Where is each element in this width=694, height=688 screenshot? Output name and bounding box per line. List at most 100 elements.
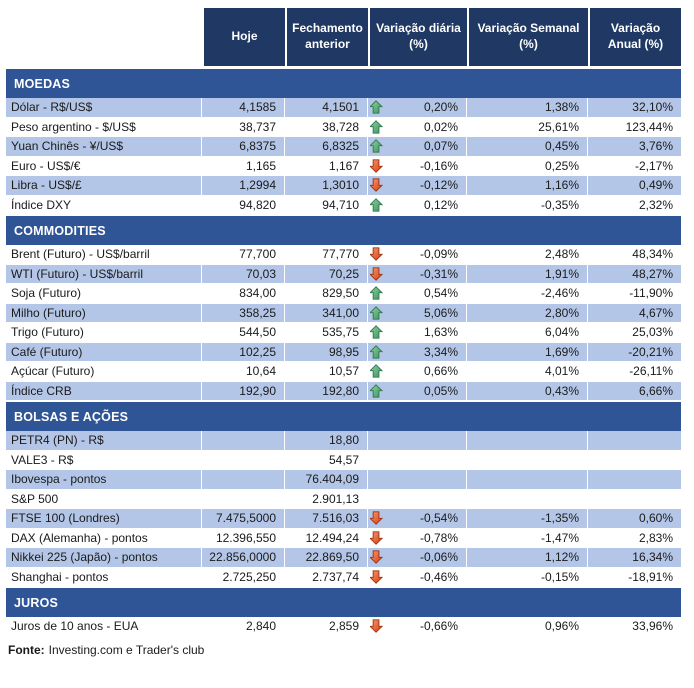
cell-fechamento-anterior-value: 535,75 <box>322 325 359 340</box>
cell-variacao-anual-value: 6,66% <box>638 383 673 398</box>
cell-hoje: 2.725,250 <box>202 567 285 586</box>
cell-variacao-diaria-value: -0,54% <box>419 511 458 526</box>
cell-variacao-diaria: -0,46% <box>368 567 467 586</box>
cell-variacao-diaria <box>368 470 467 489</box>
market-table: Hoje Fechamento anterior Variação diária… <box>6 8 681 657</box>
trend-down-icon <box>370 531 383 545</box>
cell-fechamento-anterior-value: 12.494,24 <box>305 530 359 545</box>
cell-label: Trigo (Futuro) <box>6 323 202 342</box>
table-row-nikkei-225-japao-pontos: Nikkei 225 (Japão) - pontos 22.856,0000 22… <box>6 548 681 568</box>
cell-hoje: 10,64 <box>202 362 285 381</box>
table-row-libra-us: Libra - US$/£ 1,2994 1,3010 -0,12% 1,16% 0,49… <box>6 176 681 196</box>
cell-variacao-semanal-value: 0,96% <box>544 619 579 634</box>
cell-fechamento-anterior-value: 7.516,03 <box>312 511 359 526</box>
cell-label: Soja (Futuro) <box>6 284 202 303</box>
cell-fechamento-anterior-value: 6,8325 <box>322 139 359 154</box>
cell-variacao-semanal-value: -1,35% <box>540 511 579 526</box>
table-row-soja-futuro: Soja (Futuro) 834,00 829,50 0,54% -2,46% -11,… <box>6 284 681 304</box>
cell-variacao-semanal-value: -2,46% <box>540 286 579 301</box>
trend-down-icon <box>370 570 383 584</box>
cell-variacao-anual <box>588 470 681 489</box>
cell-label: Shanghai - pontos <box>6 567 202 586</box>
cell-hoje-value: 22.856,0000 <box>209 550 276 565</box>
table-row-s-p-500: S&P 500 2.901,13 <box>6 489 681 509</box>
cell-hoje: 94,820 <box>202 195 285 214</box>
cell-variacao-anual: 48,34% <box>588 245 681 264</box>
table-row-milho-futuro: Milho (Futuro) 358,25 341,00 5,06% 2,80% 4,67… <box>6 303 681 323</box>
cell-hoje: 22.856,0000 <box>202 548 285 567</box>
cell-variacao-diaria-value: 0,12% <box>423 197 458 212</box>
cell-variacao-diaria-value: -0,16% <box>419 158 458 173</box>
cell-variacao-anual-value: 123,44% <box>625 119 673 134</box>
cell-variacao-diaria-value: -0,46% <box>419 569 458 584</box>
cell-fechamento-anterior-value: 2,859 <box>328 619 359 634</box>
cell-variacao-diaria: 5,06% <box>368 303 467 322</box>
cell-variacao-anual-value: 2,83% <box>638 530 673 545</box>
cell-variacao-diaria-value: -0,78% <box>419 530 458 545</box>
cell-variacao-anual <box>588 431 681 450</box>
cell-fechamento-anterior-value: 54,57 <box>328 452 359 467</box>
cell-label: PETR4 (PN) - R$ <box>6 431 202 450</box>
cell-variacao-semanal: 0,45% <box>467 137 588 156</box>
cell-hoje: 70,03 <box>202 264 285 283</box>
cell-variacao-semanal-value: 6,04% <box>544 325 579 340</box>
cell-fechamento-anterior: 98,95 <box>285 342 368 361</box>
cell-label: Peso argentino - $/US$ <box>6 117 202 136</box>
cell-variacao-semanal-value: 4,01% <box>544 364 579 379</box>
cell-variacao-diaria-value: -0,31% <box>419 266 458 281</box>
cell-variacao-anual: 4,67% <box>588 303 681 322</box>
cell-variacao-diaria-value: -0,06% <box>419 550 458 565</box>
cell-variacao-anual: 16,34% <box>588 548 681 567</box>
table-header: Hoje Fechamento anterior Variação diária… <box>6 8 681 66</box>
table-row-yuan-chines-us: Yuan Chinês - ¥/US$ 6,8375 6,8325 0,07% 0,45… <box>6 137 681 157</box>
trend-down-icon <box>370 247 383 262</box>
cell-fechamento-anterior-value: 94,710 <box>322 197 359 212</box>
cell-variacao-anual: -11,90% <box>588 284 681 303</box>
cell-label: Euro - US$/€ <box>6 156 202 175</box>
trend-down-icon <box>370 511 383 526</box>
cell-fechamento-anterior: 4,1501 <box>285 98 368 117</box>
cell-hoje: 6,8375 <box>202 137 285 156</box>
cell-label: Açúcar (Futuro) <box>6 362 202 381</box>
cell-variacao-anual: -26,11% <box>588 362 681 381</box>
cell-variacao-diaria: -0,54% <box>368 509 467 528</box>
trend-up-icon <box>370 305 383 320</box>
cell-variacao-diaria: 0,12% <box>368 195 467 214</box>
cell-fechamento-anterior: 22.869,50 <box>285 548 368 567</box>
cell-hoje: 102,25 <box>202 342 285 361</box>
cell-fechamento-anterior: 341,00 <box>285 303 368 322</box>
cell-hoje-value: 544,50 <box>239 325 276 340</box>
cell-variacao-diaria: -0,31% <box>368 264 467 283</box>
trend-down-icon <box>370 178 383 193</box>
cell-variacao-diaria: 0,66% <box>368 362 467 381</box>
cell-variacao-semanal: 0,96% <box>467 617 588 636</box>
cell-variacao-semanal: 0,43% <box>467 381 588 400</box>
cell-fechamento-anterior-value: 192,80 <box>322 383 359 398</box>
cell-variacao-diaria: 0,07% <box>368 137 467 156</box>
cell-hoje-value: 4,1585 <box>239 100 276 115</box>
cell-label: Ibovespa - pontos <box>6 470 202 489</box>
cell-variacao-anual-value: -2,17% <box>634 158 673 173</box>
cell-variacao-diaria: -0,66% <box>368 617 467 636</box>
cell-label-value: Açúcar (Futuro) <box>11 364 95 379</box>
trend-down-icon <box>370 550 383 565</box>
table-row-euro-us: Euro - US$/€ 1,165 1,167 -0,16% 0,25% -2,17% <box>6 156 681 176</box>
col-header-variacao-semanal: Variação Semanal (%) <box>467 8 588 66</box>
table-row-vale3-r: VALE3 - R$ 54,57 <box>6 450 681 470</box>
cell-variacao-anual-value: 0,60% <box>638 511 673 526</box>
cell-variacao-diaria-value: 0,07% <box>423 139 458 154</box>
cell-label-value: Libra - US$/£ <box>11 178 82 193</box>
cell-variacao-diaria: 3,34% <box>368 342 467 361</box>
cell-hoje-value: 10,64 <box>245 364 276 379</box>
table-row-acucar-futuro: Açúcar (Futuro) 10,64 10,57 0,66% 4,01% -26,1… <box>6 362 681 382</box>
cell-label-value: Índice CRB <box>11 383 72 398</box>
cell-variacao-semanal-value: 1,91% <box>544 266 579 281</box>
trend-up-icon <box>370 100 383 114</box>
cell-variacao-anual: 32,10% <box>588 98 681 117</box>
cell-label-value: WTI (Futuro) - US$/barril <box>11 266 144 281</box>
table-row-ibovespa-pontos: Ibovespa - pontos 76.404,09 <box>6 470 681 490</box>
cell-fechamento-anterior: 2.737,74 <box>285 567 368 586</box>
cell-variacao-semanal: -2,46% <box>467 284 588 303</box>
cell-variacao-semanal-value: 1,38% <box>544 100 579 115</box>
col-header-variacao-diaria: Variação diária (%) <box>368 8 467 66</box>
